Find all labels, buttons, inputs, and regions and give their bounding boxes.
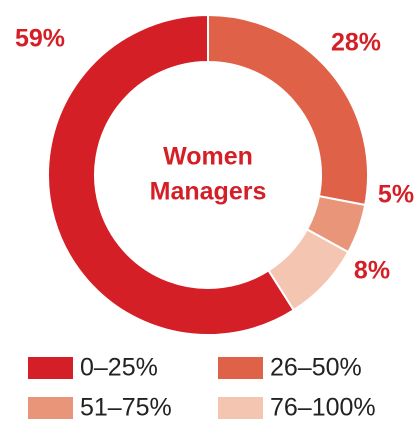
legend-swatch xyxy=(28,357,73,379)
value-label: 59% xyxy=(15,25,65,53)
legend-label: 51–75% xyxy=(80,394,172,422)
legend-label: 26–50% xyxy=(270,354,362,382)
donut-segment xyxy=(267,228,350,312)
legend-swatch xyxy=(28,397,73,419)
center-label: Women xyxy=(163,143,253,171)
legend-label: 0–25% xyxy=(80,354,158,382)
legend-swatch xyxy=(218,397,263,419)
legend-swatch xyxy=(218,357,263,379)
legend-label: 76–100% xyxy=(270,394,376,422)
value-label: 8% xyxy=(354,257,390,285)
donut-segment xyxy=(47,13,296,336)
value-label: 28% xyxy=(331,29,381,57)
value-label: 5% xyxy=(378,181,414,209)
center-label: Managers xyxy=(150,178,267,206)
